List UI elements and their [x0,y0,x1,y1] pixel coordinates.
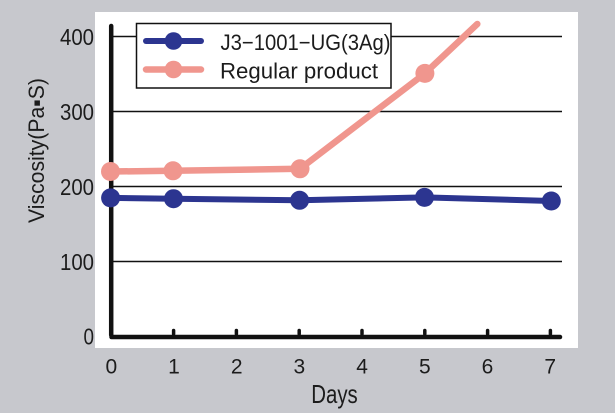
svg-text:Days: Days [311,379,358,409]
svg-text:J3−1001−UG(3Ag): J3−1001−UG(3Ag) [221,30,391,55]
svg-text:1: 1 [168,356,180,379]
svg-text:300: 300 [60,99,94,125]
svg-text:6: 6 [482,356,494,379]
svg-text:2: 2 [231,356,243,379]
svg-text:5: 5 [419,356,431,379]
svg-text:3: 3 [294,356,306,379]
svg-text:7: 7 [544,356,556,379]
svg-text:4: 4 [356,356,368,379]
svg-text:0: 0 [84,324,95,350]
svg-text:Regular product: Regular product [220,59,378,84]
svg-text:400: 400 [60,24,94,50]
svg-text:200: 200 [60,174,94,200]
svg-text:100: 100 [60,249,94,275]
svg-text:Viscosity(Pa▪S): Viscosity(Pa▪S) [24,78,49,223]
svg-text:0: 0 [105,356,117,379]
